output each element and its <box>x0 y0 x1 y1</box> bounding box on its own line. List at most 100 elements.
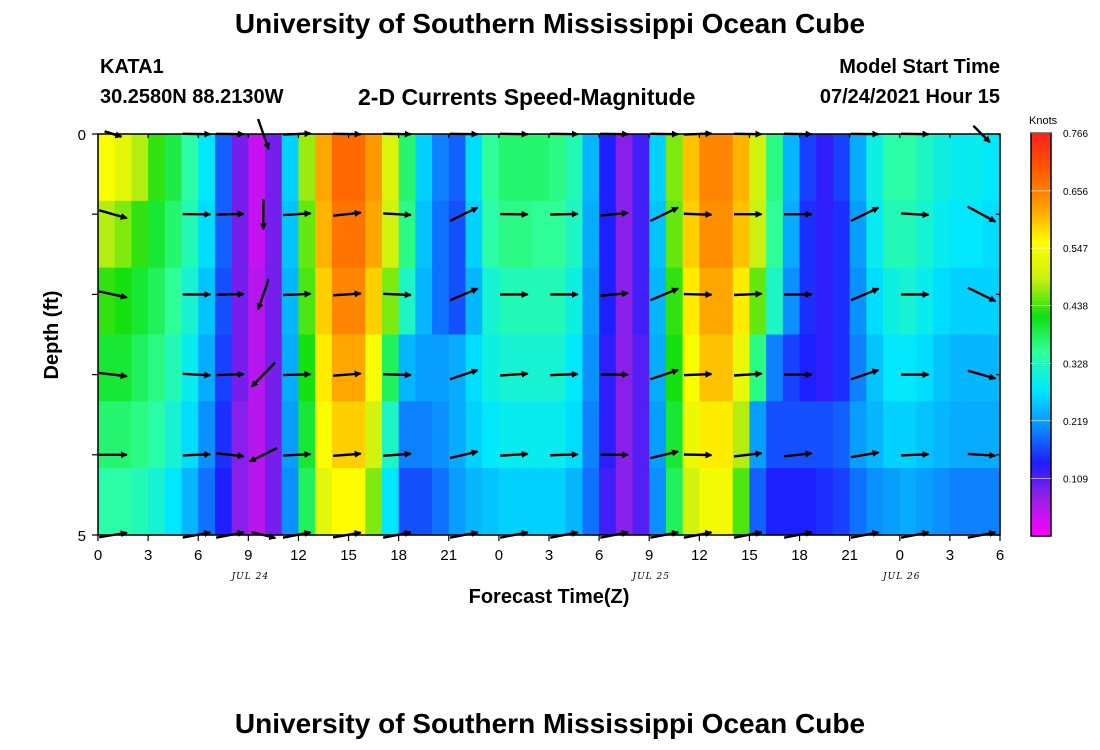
colorbar-segment <box>1031 341 1051 346</box>
colorbar-segment <box>1031 321 1051 326</box>
colorbar-segment <box>1031 529 1051 534</box>
heat-cell <box>615 200 634 269</box>
heat-cell <box>498 200 517 269</box>
x-tick-label: 6 <box>996 547 1004 564</box>
current-vector <box>500 450 529 458</box>
heat-cell <box>665 334 684 402</box>
heat-cell <box>933 200 951 269</box>
heat-cell <box>665 468 684 536</box>
heat-cell <box>281 267 300 336</box>
colorbar-segment <box>1031 213 1051 218</box>
heat-cell <box>549 134 567 202</box>
station-coords: 30.2580N 88.2130W <box>100 86 284 108</box>
current-vector <box>550 451 579 459</box>
heat-cell <box>248 401 266 469</box>
current-vector <box>449 287 479 302</box>
colorbar-segment <box>1031 327 1051 332</box>
heat-cell <box>599 401 617 469</box>
heat-cell <box>632 401 650 469</box>
heat-cell <box>816 200 834 269</box>
current-vector <box>500 370 529 378</box>
x-tick-label: 18 <box>791 547 808 564</box>
colorbar-segment <box>1031 394 1051 399</box>
heat-cell <box>331 468 350 536</box>
heat-cell <box>682 401 700 469</box>
current-vector <box>248 446 278 463</box>
heat-cell <box>732 401 751 469</box>
current-vector <box>683 451 713 459</box>
heat-cell <box>98 468 116 536</box>
heat-cell <box>231 401 249 469</box>
colorbar-tick-label: 0.109 <box>1063 475 1088 486</box>
heat-cell <box>515 468 533 536</box>
heat-cell <box>398 468 416 536</box>
heat-cell <box>415 334 433 402</box>
heat-cell <box>432 468 450 536</box>
heat-cell <box>649 401 667 469</box>
heat-cell <box>732 200 751 269</box>
heat-cell <box>315 401 333 469</box>
heat-cell <box>816 134 834 202</box>
current-vector <box>332 370 362 378</box>
heat-cell <box>849 267 867 336</box>
heat-cell <box>899 401 918 469</box>
heat-cell <box>933 468 951 536</box>
heat-cell <box>181 267 199 336</box>
x-tick-label: 21 <box>841 547 858 564</box>
heat-cell <box>933 334 951 402</box>
heat-cell <box>415 401 433 469</box>
colorbar-segment <box>1031 351 1051 356</box>
heat-cell <box>98 401 116 469</box>
colorbar-segment <box>1031 445 1051 450</box>
colorbar-label: Knots <box>1029 115 1058 127</box>
x-tick-label: 18 <box>390 547 407 564</box>
x-tick-label: 12 <box>290 547 307 564</box>
current-vector <box>250 361 276 388</box>
colorbar-segment <box>1031 462 1051 467</box>
heat-cell <box>565 134 584 202</box>
heat-cell <box>381 267 400 336</box>
colorbar-segment <box>1031 190 1051 195</box>
x-axis-label: Forecast Time(Z) <box>469 586 630 608</box>
colorbar-segment <box>1031 347 1051 352</box>
heat-cell <box>415 134 433 202</box>
heat-cell <box>148 468 166 536</box>
colorbar-segment <box>1031 482 1051 487</box>
colorbar-segment <box>1031 314 1051 319</box>
heat-cell <box>699 200 717 269</box>
colorbar-segment <box>1031 401 1051 406</box>
colorbar-tick-label: 0.766 <box>1063 129 1088 140</box>
y-tick-label: 0 <box>78 127 86 144</box>
heat-cell <box>816 267 834 336</box>
heat-cell <box>398 334 416 402</box>
heat-cell <box>632 200 650 269</box>
colorbar-segment <box>1031 139 1051 144</box>
heat-cell <box>331 200 350 269</box>
heat-cell <box>615 468 634 536</box>
heat-cell <box>799 401 817 469</box>
colorbar-segment <box>1031 270 1051 275</box>
heat-cell <box>682 267 700 336</box>
heat-cell <box>248 267 266 336</box>
heat-cell <box>482 401 500 469</box>
heat-cell <box>866 134 884 202</box>
heat-cell <box>198 334 216 402</box>
colorbar-segment <box>1031 237 1051 242</box>
heat-cell <box>198 200 216 269</box>
heat-cell <box>699 401 717 469</box>
heat-cell <box>866 267 884 336</box>
colorbar-segment <box>1031 169 1051 174</box>
current-vector <box>383 291 412 299</box>
colorbar-segment <box>1031 230 1051 235</box>
colorbar-segment <box>1031 223 1051 228</box>
heat-cell <box>816 401 834 469</box>
colorbar-segment <box>1031 425 1051 430</box>
heat-cell <box>315 267 333 336</box>
heat-cell <box>381 401 400 469</box>
heat-cell <box>582 267 600 336</box>
current-vector <box>332 209 362 217</box>
heat-cell <box>949 134 968 202</box>
heat-cell <box>983 468 1001 536</box>
colorbar-tick-label: 0.219 <box>1063 417 1088 428</box>
